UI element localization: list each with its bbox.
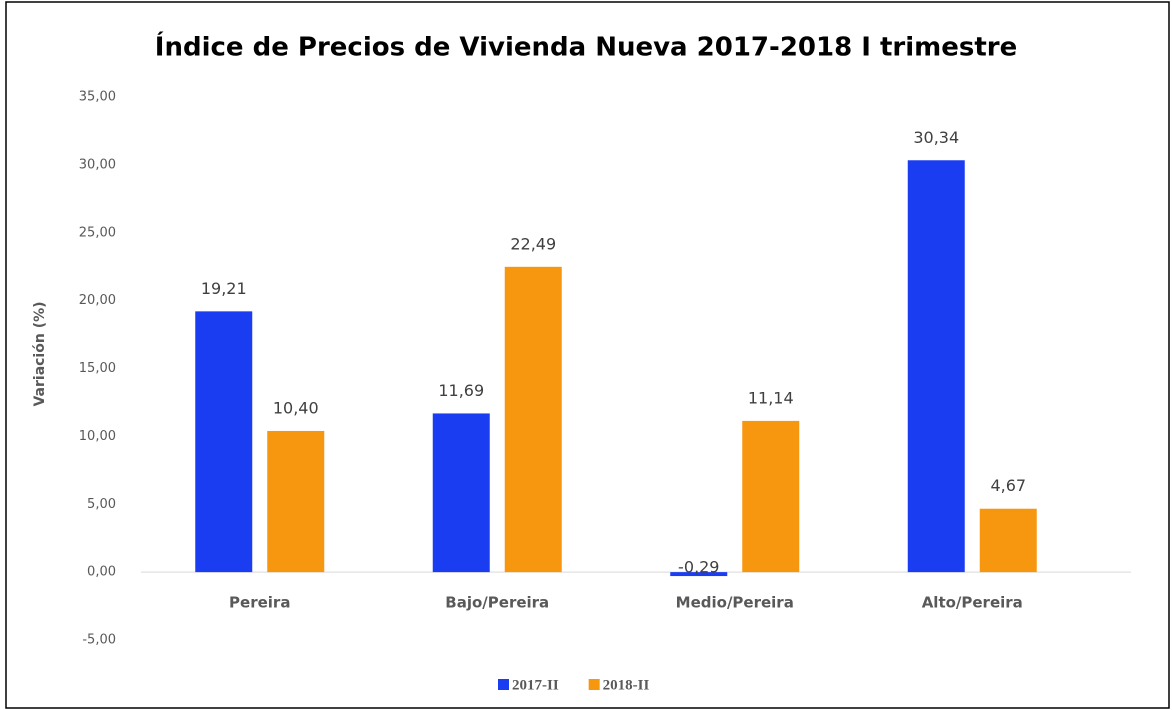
legend-swatch (588, 679, 600, 690)
y-tick-label: 10,00 (79, 429, 116, 444)
x-tick-label: Alto/Pereira (922, 594, 1023, 612)
y-tick-label: 20,00 (79, 293, 116, 308)
data-label: 4,67 (990, 476, 1026, 495)
bar (742, 420, 800, 573)
x-tick-label: Pereira (229, 594, 290, 612)
bar (267, 430, 325, 573)
y-tick-label: 5,00 (87, 497, 116, 512)
y-tick-label: 15,00 (79, 361, 116, 376)
bar (907, 160, 965, 573)
data-label: 11,69 (438, 381, 484, 400)
legend-swatch (498, 679, 509, 690)
y-tick-label: 25,00 (79, 225, 116, 240)
chart-title: Índice de Precios de Vivienda Nueva 2017… (155, 31, 1017, 63)
y-tick-label: 0,00 (87, 565, 116, 580)
bar (504, 266, 562, 573)
legend-label: 2017-II (512, 677, 559, 693)
y-tick-label: 30,00 (79, 157, 116, 172)
y-tick-label: -5,00 (82, 633, 116, 648)
data-label: 30,34 (913, 128, 959, 147)
bar (432, 413, 490, 573)
x-tick-label: Bajo/Pereira (445, 594, 549, 612)
x-tick-label: Medio/Pereira (676, 594, 794, 612)
legend-label: 2018-II (603, 677, 650, 693)
data-label: 22,49 (510, 234, 556, 253)
data-label: 19,21 (201, 279, 247, 298)
y-tick-label: 35,00 (79, 90, 116, 105)
bar (195, 311, 253, 573)
bar (979, 508, 1037, 573)
data-label: -0,29 (678, 558, 719, 577)
data-label: 11,14 (748, 388, 794, 407)
data-label: 10,40 (273, 398, 319, 417)
y-axis-label: Variación (%) (32, 301, 48, 406)
bar (670, 572, 728, 577)
